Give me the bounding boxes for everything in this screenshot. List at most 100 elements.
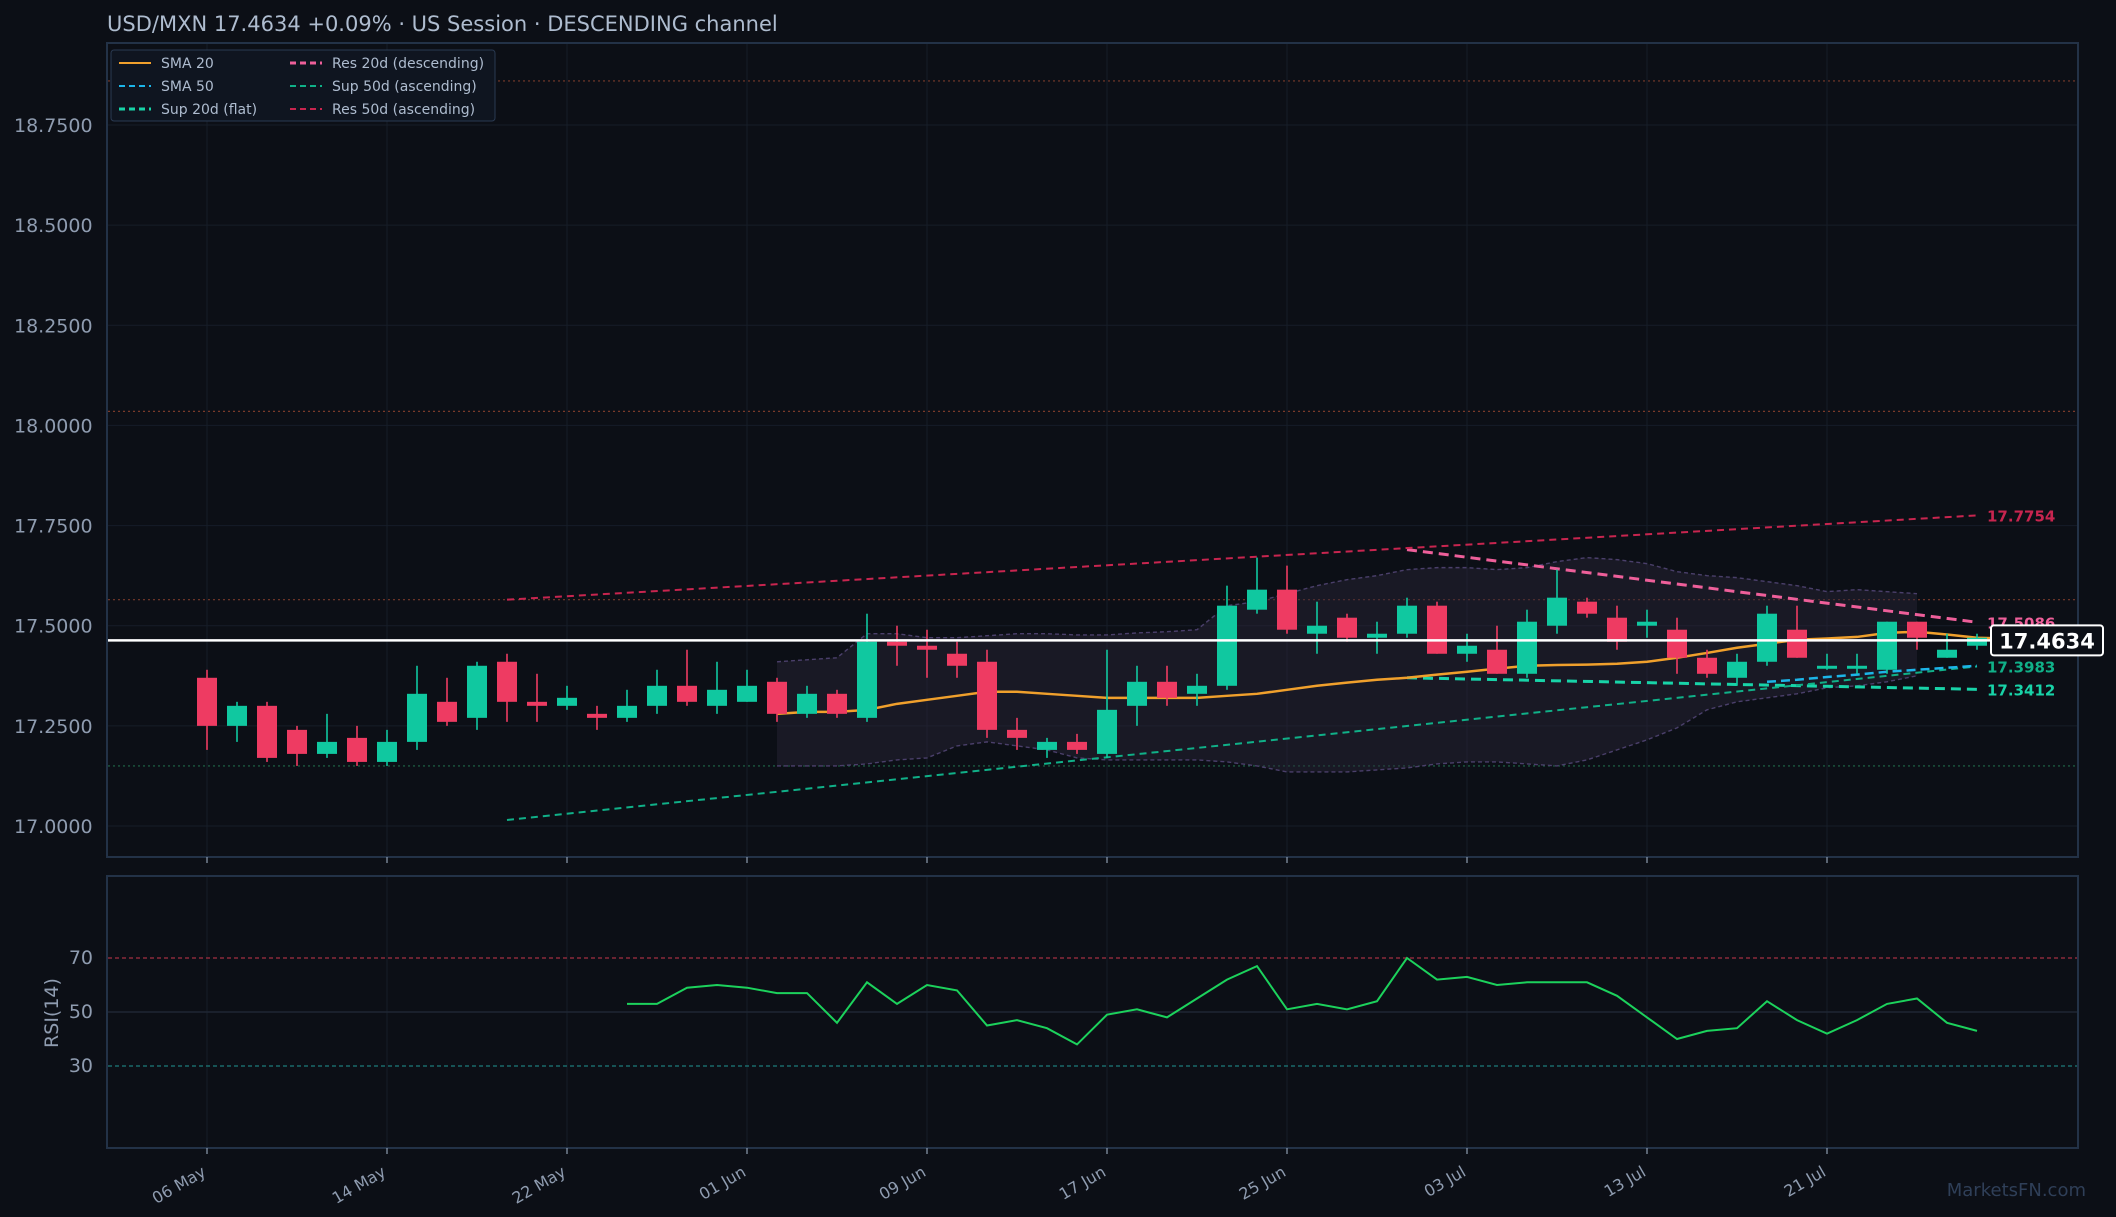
candle-body	[1367, 633, 1387, 638]
candle-body	[1307, 625, 1327, 634]
candle-body	[287, 729, 307, 754]
candle-body	[1277, 589, 1297, 630]
candle-body	[1607, 617, 1627, 642]
candle-body	[1157, 681, 1177, 698]
candle-body	[1697, 657, 1717, 674]
horizontal-reference-lines	[108, 80, 2077, 767]
rsi-tick-label: 30	[69, 1055, 93, 1077]
watermark: MarketsFN.com	[1947, 1180, 2086, 1201]
candle-body	[1877, 621, 1897, 670]
candle-body	[1247, 589, 1267, 610]
legend: SMA 20 SMA 50 Sup 20d (flat) Res 20d (desce…	[110, 49, 496, 122]
price-tick-label: 18.7500	[14, 115, 93, 137]
candle-body	[647, 685, 667, 706]
rsi-line	[627, 956, 1978, 1046]
sma50-line	[1766, 664, 1978, 684]
candle-body	[1577, 601, 1597, 614]
candle-body	[317, 741, 337, 754]
legend-label: Sup 50d (ascending)	[332, 79, 477, 95]
legend-label: Res 50d (ascending)	[332, 102, 475, 118]
chart-title: USD/MXN 17.4634 +0.09% · US Session · DE…	[107, 12, 778, 36]
rsi-axis-label: RSI(14)	[41, 978, 63, 1048]
candle-body	[887, 641, 907, 646]
last-price-label: 17.4634	[1999, 629, 2095, 653]
candle-body	[1787, 629, 1807, 658]
candle-body	[1667, 629, 1687, 658]
level-value-label: 17.3412	[1987, 681, 2055, 699]
candle-body	[587, 713, 607, 718]
candle-body	[1547, 597, 1567, 626]
last-price-box	[1990, 624, 2104, 657]
candle-body	[827, 693, 847, 714]
candle-body	[917, 645, 937, 650]
candle-body	[497, 661, 517, 702]
price-tick-label: 17.2500	[14, 716, 93, 738]
candle-body	[257, 705, 277, 758]
candle-body	[1727, 661, 1747, 678]
candle-body	[1817, 665, 1837, 669]
candle-body	[467, 665, 487, 718]
candle-body	[1637, 621, 1657, 626]
candle-body	[1337, 617, 1357, 638]
band-upper	[776, 556, 1918, 663]
candle-body	[1097, 709, 1117, 754]
legend-label: Sup 20d (flat)	[161, 102, 257, 118]
price-tick-label: 18.2500	[14, 315, 93, 337]
candle-body	[1907, 621, 1927, 638]
candle-body	[347, 737, 367, 762]
candle-body	[1427, 605, 1447, 654]
level-value-label: 17.3983	[1987, 658, 2055, 676]
candle-body	[707, 689, 727, 706]
price-tick-label: 17.7500	[14, 516, 93, 538]
candle-body	[1847, 665, 1867, 669]
price-axis: 17.0000 17.2500 17.5000 17.7500 18.0000 18.25…	[14, 115, 93, 838]
band-fill	[777, 557, 1917, 772]
legend-label: SMA 20	[161, 56, 214, 72]
candle-body	[737, 685, 757, 702]
level-value-label: 17.7754	[1987, 507, 2055, 525]
candle-body	[1037, 741, 1057, 750]
candle-body	[437, 701, 457, 722]
candles	[197, 557, 1987, 766]
candle-body	[1217, 605, 1237, 686]
candle-body	[407, 693, 427, 742]
band-lower	[777, 675, 1918, 773]
candle-body	[617, 705, 637, 718]
legend-label: SMA 50	[161, 79, 214, 95]
candle-body	[1397, 605, 1417, 634]
candle-body	[1487, 649, 1507, 674]
price-tick-label: 17.5000	[14, 616, 93, 638]
price-tick-label: 18.5000	[14, 215, 93, 237]
candle-body	[1937, 649, 1957, 658]
candle-body	[857, 641, 877, 718]
rsi-panel: 30 50 70 RSI(14)	[41, 947, 2077, 1077]
candle-body	[1457, 645, 1477, 654]
candle-body	[1757, 613, 1777, 662]
rsi-tick-label: 50	[69, 1001, 93, 1023]
candle-body	[947, 653, 967, 666]
candle-body	[1007, 729, 1027, 738]
candle-body	[1067, 741, 1087, 750]
candle-body	[557, 697, 577, 706]
candle-body	[1187, 685, 1207, 694]
price-tick-label: 18.0000	[14, 415, 93, 437]
candle-body	[227, 705, 247, 726]
rsi-tick-label: 70	[69, 947, 93, 969]
channel-line	[506, 665, 1978, 821]
candle-body	[797, 693, 817, 714]
candle-body	[1967, 637, 1987, 646]
candle-body	[197, 677, 217, 726]
price-panel-frame	[106, 42, 2079, 858]
candle-body	[677, 685, 697, 702]
legend-label: Res 20d (descending)	[332, 56, 484, 72]
rsi-panel-frame	[106, 875, 2079, 1149]
channel-line	[506, 514, 1978, 601]
candle-body	[377, 741, 397, 762]
candle-body	[767, 681, 787, 714]
candle-body	[527, 701, 547, 706]
volatility-band	[776, 556, 1918, 773]
price-tick-label: 17.0000	[14, 816, 93, 838]
candle-body	[1517, 621, 1537, 674]
